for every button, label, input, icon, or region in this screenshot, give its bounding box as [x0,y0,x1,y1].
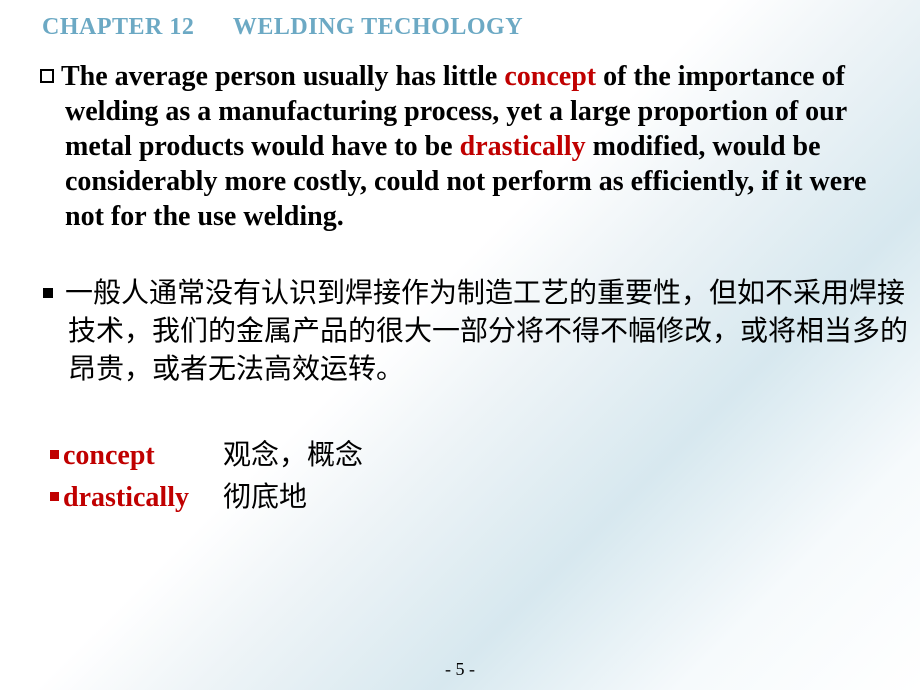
vocab-row: concept观念，概念 [50,435,920,477]
bullet-red-icon [50,450,59,459]
en-highlight-concept: concept [504,61,596,92]
slide: CHAPTER 12 WELDING TECHOLOGY The average… [0,0,920,690]
cn-text: 一般人通常没有认识到焊接作为制造工艺的重要性，但如不采用焊接技术，我们的金属产品… [65,277,908,384]
chinese-paragraph: 一般人通常没有认识到焊接作为制造工艺的重要性，但如不采用焊接技术，我们的金属产品… [0,274,920,387]
en-seg1: The average person usually has little [61,61,504,92]
vocab-term: concept [63,436,223,477]
page-number: - 5 - [0,659,920,680]
bullet-red-icon [50,492,59,501]
bullet-hollow-icon [40,69,54,83]
bullet-solid-icon [43,288,53,298]
en-highlight-drastically: drastically [460,131,586,162]
vocab-list: concept观念，概念 drastically彻底地 [0,435,920,518]
chapter-title: CHAPTER 12 WELDING TECHOLOGY [0,14,920,41]
vocab-row: drastically彻底地 [50,477,920,519]
vocab-def: 彻底地 [223,481,307,512]
english-paragraph: The average person usually has little co… [0,59,920,234]
vocab-def: 观念，概念 [223,439,363,470]
vocab-term: drastically [63,478,223,519]
